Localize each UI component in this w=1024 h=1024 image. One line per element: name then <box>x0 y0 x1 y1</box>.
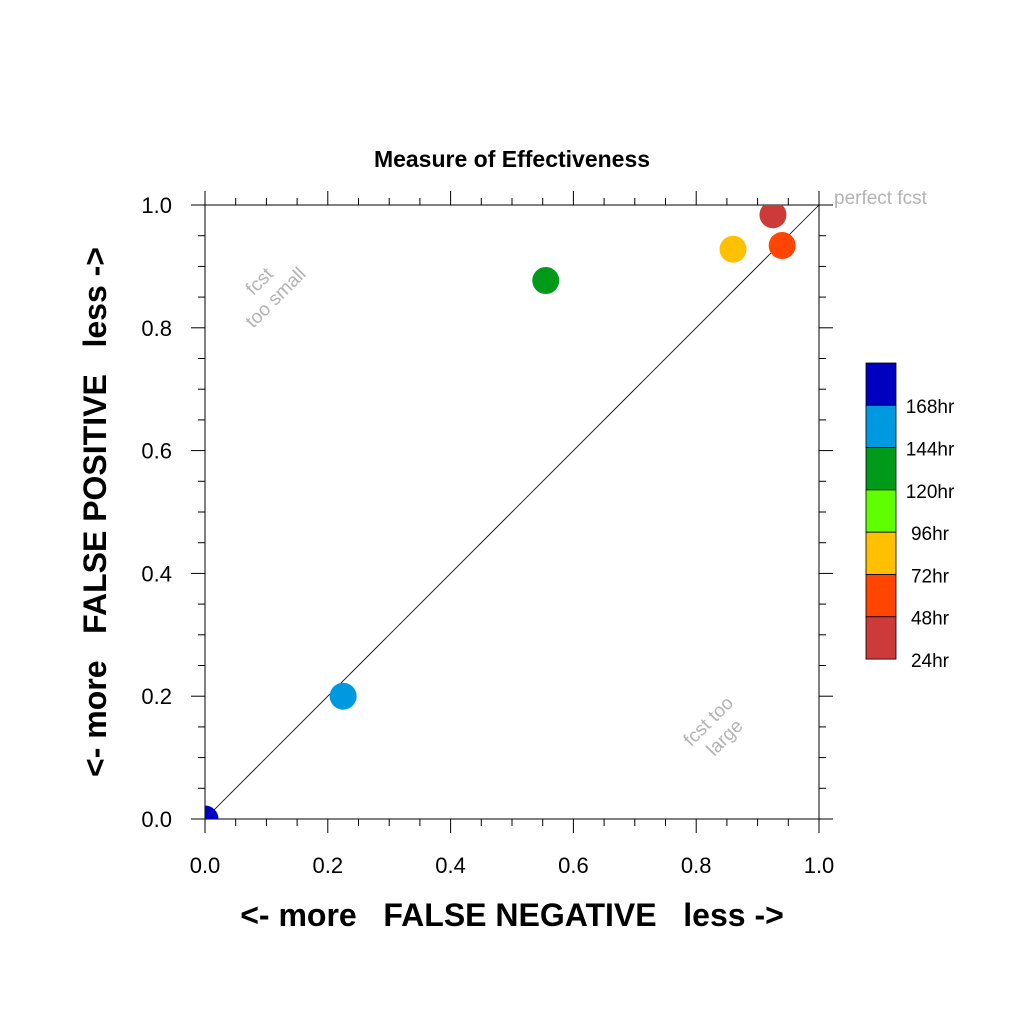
point-72hr <box>719 235 747 263</box>
chart-title: Measure of Effectiveness <box>374 146 650 172</box>
y-tick-label: 0.4 <box>141 561 172 586</box>
legend-swatch-120hr <box>865 447 897 491</box>
legend-label-144hr: 144hr <box>906 439 955 460</box>
y-tick-label: 0.0 <box>141 807 172 832</box>
too-small-annotation: fcst too small <box>242 263 311 332</box>
point-120hr <box>532 267 560 295</box>
legend-swatch-48hr <box>865 574 897 618</box>
y-axis-label: <- more FALSE POSITIVE less -> <box>77 247 113 777</box>
legend-label-168hr: 168hr <box>906 397 955 418</box>
perfect-forecast-diagonal <box>204 204 820 820</box>
legend-swatch-96hr <box>865 489 897 533</box>
plot-frame <box>204 204 820 820</box>
x-tick-label: 0.2 <box>313 853 344 878</box>
x-tick-label: 0.8 <box>681 853 712 878</box>
x-tick-label: 0.6 <box>558 853 589 878</box>
legend-swatch-24hr <box>865 616 897 660</box>
point-48hr <box>768 232 796 260</box>
too-large-annotation: fcst too large <box>680 693 748 761</box>
legend-label-48hr: 48hr <box>911 609 950 630</box>
axis-ticks <box>191 191 833 833</box>
legend-swatch-144hr <box>865 404 897 448</box>
y-tick-label: 0.2 <box>141 684 172 709</box>
x-axis-label: <- more FALSE NEGATIVE less -> <box>240 897 784 933</box>
point-168hr <box>205 805 219 819</box>
legend-label-120hr: 120hr <box>906 482 955 503</box>
x-tick-label: 1.0 <box>804 853 835 878</box>
legend-label-72hr: 72hr <box>911 566 950 587</box>
x-tick-label: 0.0 <box>190 853 221 878</box>
x-tick-label: 0.4 <box>435 853 466 878</box>
legend-swatch-168hr <box>865 362 897 406</box>
y-tick-label: 0.6 <box>141 439 172 464</box>
perfect-fcst-annotation: perfect fcst <box>834 188 928 209</box>
legend-swatch-72hr <box>865 531 897 575</box>
point-144hr <box>329 682 357 710</box>
point-24hr <box>759 205 787 229</box>
tick-labels: 0.0 0.2 0.4 0.6 0.8 1.0 0.0 0.2 0.4 0.6 0.8 1.0 <box>141 193 834 878</box>
legend: 168hr 144hr 120hr 96hr 72hr 48hr 24hr <box>865 362 955 672</box>
data-points <box>205 205 796 819</box>
legend-label-24hr: 24hr <box>911 651 950 672</box>
y-tick-label: 0.8 <box>141 316 172 341</box>
y-tick-label: 1.0 <box>141 193 172 218</box>
legend-label-96hr: 96hr <box>911 524 950 545</box>
